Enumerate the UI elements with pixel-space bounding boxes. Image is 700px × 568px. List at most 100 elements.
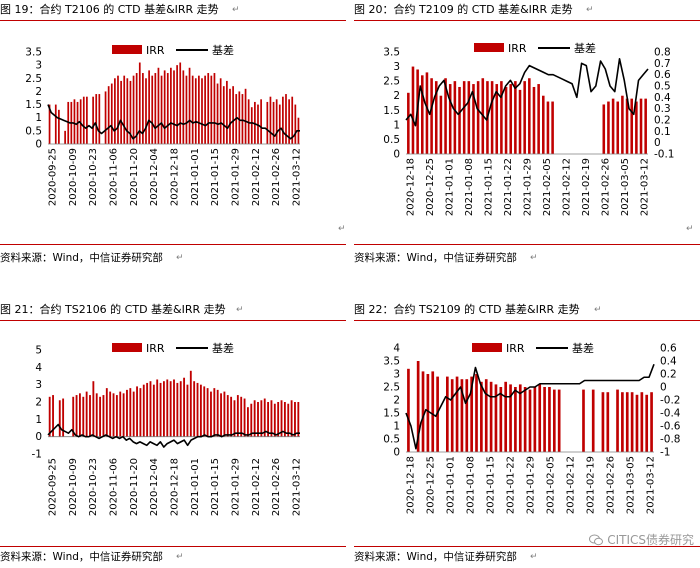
irr-bar <box>504 86 508 154</box>
y-tick-label-left: 4 <box>35 362 42 374</box>
irr-bar <box>287 403 290 437</box>
irr-bar <box>499 387 503 452</box>
title-divider <box>0 320 346 321</box>
irr-bar <box>216 389 219 437</box>
irr-bar <box>518 89 522 154</box>
irr-bar <box>52 395 54 437</box>
irr-bar <box>114 78 116 144</box>
irr-bar <box>277 402 280 437</box>
return-mark-icon: ↵ <box>236 305 244 315</box>
irr-bar <box>142 384 145 437</box>
irr-bar <box>489 381 493 452</box>
legend-label-basis: 基差 <box>574 41 596 55</box>
x-tick-label: 2021-01-15 <box>210 148 221 206</box>
irr-bar <box>460 379 464 452</box>
irr-bar <box>591 389 595 452</box>
x-tick-label: 2021-02-05 <box>546 456 557 514</box>
irr-bar <box>119 391 122 437</box>
source-note: 资料来源：Wind，中信证券研究部 <box>354 252 517 264</box>
source-divider <box>354 546 700 547</box>
irr-bar <box>291 96 294 144</box>
chart-panel-ts2109: 图 22：合约 TS2109 的 CTD 基差&IRR 走势 ↵ 4 3.5 3 2.… <box>354 284 700 568</box>
irr-bar <box>518 384 522 452</box>
irr-bar <box>635 101 638 154</box>
irr-bar <box>216 83 219 144</box>
x-tick-label: 2021-01-15 <box>210 458 221 516</box>
irr-bar <box>149 381 152 437</box>
irr-bar <box>294 104 297 144</box>
return-mark-icon: ↵ <box>530 253 538 263</box>
x-tick-label: 2021-02-19 <box>586 456 597 514</box>
y-tick-label-left: 1 <box>35 112 42 124</box>
return-mark-icon: ↵ <box>176 253 184 263</box>
irr-bar <box>548 387 551 452</box>
irr-bar <box>250 403 253 437</box>
x-tick-label: 2021-02-26 <box>606 456 617 514</box>
irr-bar <box>169 381 172 437</box>
irr-bar <box>509 84 512 154</box>
y-tick-label-left: 1 <box>393 421 400 433</box>
irr-bar <box>453 81 457 154</box>
irr-bar <box>110 83 113 144</box>
y-tick-label-left: 2 <box>393 90 400 102</box>
irr-bar <box>166 379 169 437</box>
x-tick-label: 2021-01-29 <box>231 148 242 206</box>
source-note: 资料来源：Wind，中信证券研究部 <box>0 252 163 264</box>
y-tick-label-left: 1 <box>393 119 400 131</box>
irr-bar <box>240 396 243 437</box>
irr-bar <box>152 384 155 437</box>
irr-bar <box>523 387 527 452</box>
irr-bar <box>263 398 266 437</box>
irr-bar <box>582 389 585 452</box>
basis-line <box>47 423 300 448</box>
y-tick-label-left: 2 <box>393 395 400 407</box>
irr-bar <box>455 376 459 452</box>
x-tick-label: 2021-03-12 <box>640 158 651 216</box>
y-tick-label-left: 1 <box>35 414 42 426</box>
title-divider <box>0 20 346 21</box>
legend-label-irr: IRR <box>508 42 527 55</box>
x-tick-label: 2021-01-15 <box>486 456 497 514</box>
irr-bar <box>206 388 209 437</box>
chart-panel-t2109: 图 20：合约 T2109 的 CTD 基差&IRR 走势 ↵ 3.5 3 2.5 2… <box>354 0 700 284</box>
x-tick-label: 2021-01-01 <box>190 148 201 206</box>
irr-bar <box>86 96 88 144</box>
x-tick-label: 2021-02-19 <box>581 158 592 216</box>
y-tick-label-right: 0.4 <box>654 92 671 104</box>
irr-bar <box>253 400 256 437</box>
y-tick-label-right: -1 <box>660 447 670 459</box>
irr-bar <box>537 84 540 154</box>
irr-bar <box>514 81 517 154</box>
y-tick-label-right: 0.3 <box>654 103 671 115</box>
irr-bar <box>257 402 259 437</box>
source-divider <box>0 546 346 547</box>
irr-bar <box>229 88 231 144</box>
x-tick-label: 2021-02-12 <box>251 148 262 206</box>
irr-bar <box>470 376 473 452</box>
irr-bar <box>254 101 256 144</box>
title-divider <box>354 320 700 321</box>
irr-bar <box>500 81 503 154</box>
irr-bar <box>616 389 619 452</box>
irr-bar <box>194 78 197 144</box>
irr-bar <box>476 81 480 154</box>
source-note: 资料来源：Wind，中信证券研究部 <box>354 551 517 563</box>
irr-bar <box>136 386 138 437</box>
y-tick-label-right: 0.2 <box>660 369 677 381</box>
irr-bar <box>434 81 438 154</box>
irr-bar <box>154 73 157 144</box>
irr-bar <box>283 402 286 437</box>
basis-line <box>405 57 649 127</box>
irr-bar <box>467 81 471 154</box>
irr-bar <box>407 92 410 154</box>
irr-bar <box>630 98 633 154</box>
irr-bar <box>79 99 82 144</box>
irr-bar <box>247 99 250 144</box>
irr-bar <box>176 65 178 144</box>
irr-bar <box>156 379 159 437</box>
irr-bar <box>166 73 169 144</box>
irr-bar <box>446 376 449 452</box>
y-tick-label-left: 4 <box>393 343 400 355</box>
y-tick-label-left: 3.5 <box>383 47 400 59</box>
x-tick-label: 2021-01-01 <box>445 158 456 216</box>
